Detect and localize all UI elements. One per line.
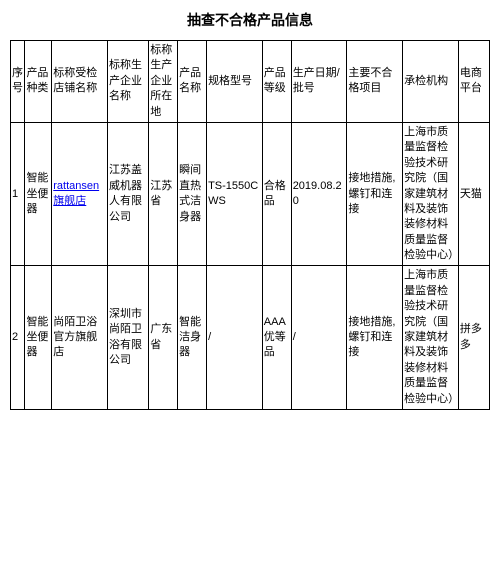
cell-pname: 智能洁身器 <box>178 266 207 410</box>
cell-store: 尚陌卫浴官方旗舰店 <box>52 266 108 410</box>
col-idx: 序号 <box>11 41 25 123</box>
col-category: 产品种类 <box>25 41 52 123</box>
cell-loc: 江苏省 <box>149 122 178 266</box>
cell-grade: AAA优等品 <box>262 266 291 410</box>
col-grade: 产品等级 <box>262 41 291 123</box>
cell-inspector: 上海市质量监督检验技术研究院（国家建筑材料及装饰装修材料质量监督检验中心） <box>403 122 459 266</box>
col-model: 规格型号 <box>207 41 263 123</box>
cell-mfr: 深圳市尚陌卫浴有限公司 <box>108 266 149 410</box>
cell-model: TS-1550CWS <box>207 122 263 266</box>
cell-date: 2019.08.20 <box>291 122 347 266</box>
col-inspector: 承检机构 <box>403 41 459 123</box>
cell-category: 智能坐便器 <box>25 266 52 410</box>
cell-defect: 接地措施,螺钉和连接 <box>347 266 403 410</box>
col-platform: 电商平台 <box>458 41 489 123</box>
cell-inspector: 上海市质量监督检验技术研究院（国家建筑材料及装饰装修材料质量监督检验中心） <box>403 266 459 410</box>
cell-idx: 1 <box>11 122 25 266</box>
inspection-table: 序号 产品种类 标称受检店铺名称 标称生产企业名称 标称生产企业所在地 产品名称… <box>10 40 490 410</box>
cell-platform: 拼多多 <box>458 266 489 410</box>
table-row: 2 智能坐便器 尚陌卫浴官方旗舰店 深圳市尚陌卫浴有限公司 广东省 智能洁身器 … <box>11 266 490 410</box>
col-loc: 标称生产企业所在地 <box>149 41 178 123</box>
col-date: 生产日期/批号 <box>291 41 347 123</box>
col-pname: 产品名称 <box>178 41 207 123</box>
cell-platform: 天猫 <box>458 122 489 266</box>
table-header-row: 序号 产品种类 标称受检店铺名称 标称生产企业名称 标称生产企业所在地 产品名称… <box>11 41 490 123</box>
col-store: 标称受检店铺名称 <box>52 41 108 123</box>
col-mfr: 标称生产企业名称 <box>108 41 149 123</box>
col-defect: 主要不合格项目 <box>347 41 403 123</box>
cell-mfr: 江苏盖威机器人有限公司 <box>108 122 149 266</box>
cell-idx: 2 <box>11 266 25 410</box>
cell-loc: 广东省 <box>149 266 178 410</box>
store-link[interactable]: rattansen旗舰店 <box>53 180 99 207</box>
cell-category: 智能坐便器 <box>25 122 52 266</box>
cell-date: / <box>291 266 347 410</box>
cell-model: / <box>207 266 263 410</box>
cell-defect: 接地措施,螺钉和连接 <box>347 122 403 266</box>
cell-grade: 合格品 <box>262 122 291 266</box>
cell-pname: 瞬间直热式洁身器 <box>178 122 207 266</box>
cell-store: rattansen旗舰店 <box>52 122 108 266</box>
page-title: 抽查不合格产品信息 <box>10 10 490 30</box>
table-row: 1 智能坐便器 rattansen旗舰店 江苏盖威机器人有限公司 江苏省 瞬间直… <box>11 122 490 266</box>
